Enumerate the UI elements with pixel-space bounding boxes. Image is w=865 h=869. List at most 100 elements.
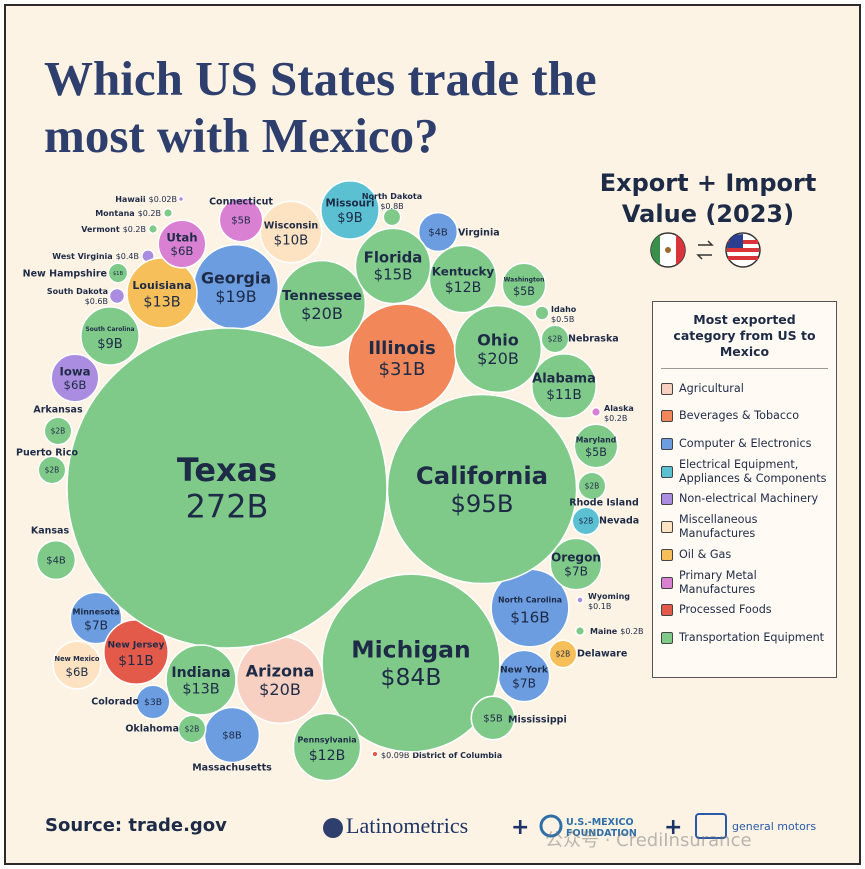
- logo: general motors: [732, 820, 817, 833]
- bubble-value: $19B: [215, 287, 256, 306]
- bubble: [470, 695, 516, 741]
- bubble-value: $7B: [84, 618, 108, 632]
- bubble: [162, 207, 174, 219]
- bubble-name: Iowa: [59, 365, 90, 379]
- bubble-value: $9B: [337, 211, 362, 226]
- bubble-label: Alaska $0.2B: [604, 404, 634, 423]
- bubble-name: California: [416, 461, 548, 490]
- bubble-value: $7B: [564, 564, 588, 578]
- bubble-value: $2B: [45, 466, 60, 475]
- bubble-name: Massachusetts: [192, 763, 272, 774]
- bubble-value: $0.6B: [85, 297, 108, 306]
- legend-label: Beverages & Tobacco: [679, 409, 800, 423]
- bubble-name: Delaware: [577, 649, 627, 660]
- bubble-value: $0.2B: [604, 414, 627, 423]
- bubble-value: $0.1B: [588, 602, 611, 611]
- bubble-label: North Dakota $0.8B: [362, 192, 422, 211]
- bubble-value: $0.2B: [138, 209, 161, 218]
- legend-item: Transportation Equipment: [661, 624, 828, 652]
- bubble-name: Connecticut: [209, 197, 273, 208]
- legend-swatch: [661, 576, 673, 589]
- bubble-name: Arizona: [246, 661, 315, 680]
- bubble-name: Ohio: [477, 330, 519, 349]
- bubble-value: $4B: [46, 556, 66, 567]
- bubble-value: $5B: [513, 285, 535, 298]
- legend-swatch: [661, 437, 673, 450]
- bubble-value: $6B: [64, 378, 87, 392]
- bubble-name: Puerto Rico: [16, 448, 78, 459]
- bubble: [177, 195, 185, 203]
- watermark: 公众号 · CrediInsurance: [545, 830, 752, 851]
- legend-item: Non-electrical Machinery: [661, 486, 828, 514]
- bubble-value: $15B: [374, 266, 413, 284]
- bubble-name: Alabama: [532, 372, 596, 387]
- logo: Latinometrics: [346, 813, 469, 838]
- legend-title: Most exported category from US to Mexico: [661, 312, 828, 369]
- bubble: [157, 219, 207, 269]
- bubble-value: $6B: [66, 665, 89, 679]
- bubble: [107, 262, 129, 284]
- bubble-value: $6B: [171, 244, 194, 258]
- bubble: [382, 207, 402, 227]
- bubble: [165, 644, 237, 716]
- bubble-name: North Dakota: [362, 192, 422, 201]
- bubble-name: Nebraska: [568, 334, 619, 345]
- bubble: [531, 353, 597, 419]
- bubble-value: $0.4B: [116, 252, 139, 261]
- bubble: [549, 537, 603, 591]
- bubble-value: $13B: [143, 294, 180, 310]
- bubble: [108, 287, 126, 305]
- legend-label: Processed Foods: [679, 603, 772, 617]
- bubble-name: Utah: [166, 231, 197, 245]
- legend-item: Oil & Gas: [661, 541, 828, 569]
- bubble: [571, 506, 601, 536]
- bubble: [321, 573, 501, 753]
- bubble-value: $0.5B: [551, 315, 574, 324]
- bubble: [534, 305, 550, 321]
- legend-swatch: [661, 382, 673, 395]
- bubble-name: South Carolina: [85, 327, 134, 333]
- bubble-name: Virginia: [458, 228, 500, 239]
- bubble-value: $4B: [428, 228, 448, 239]
- bubble: [577, 471, 607, 501]
- legend-swatch: [661, 410, 673, 423]
- bubble-name: Vermont: [81, 225, 120, 234]
- bubble-value: $20B: [259, 680, 301, 699]
- bubble-label: Montana $0.2B: [95, 209, 161, 218]
- bubble-name: South Dakota: [47, 287, 108, 296]
- bubble-value: $2B: [51, 427, 66, 436]
- bubble-name: Louisiana: [132, 279, 191, 292]
- bubble-name: Maryland: [576, 435, 616, 444]
- bubble-value: $16B: [510, 608, 549, 626]
- bubble-name: Arkansas: [33, 405, 83, 416]
- legend-label: Transportation Equipment: [679, 630, 825, 644]
- legend-item: Computer & Electronics: [661, 430, 828, 458]
- legend-swatch: [661, 548, 673, 561]
- bubble: [453, 304, 543, 394]
- legend-item: Processed Foods: [661, 597, 828, 625]
- bubble-value: $0.2B: [620, 627, 643, 636]
- footer-logos: [323, 813, 727, 839]
- bubble-label: Wyoming $0.1B: [588, 592, 630, 611]
- bubble: [135, 684, 171, 720]
- bubble-name: Montana: [95, 209, 134, 218]
- bubble-name: Oklahoma: [125, 724, 179, 735]
- bubble-name: New Jersey: [108, 641, 165, 651]
- bubble-name: Idaho: [551, 305, 577, 314]
- logo: U.S.-MEXICO FOUNDATION: [566, 817, 637, 839]
- bubble: [501, 262, 547, 308]
- bubble: [320, 180, 380, 240]
- bubble: [35, 539, 77, 581]
- bubble-value: $2B: [556, 650, 571, 659]
- bubble-value: $5B: [483, 714, 503, 725]
- bubble-name: Kansas: [31, 526, 70, 537]
- bubble-value: $95B: [450, 489, 513, 518]
- bubble: [371, 750, 379, 758]
- legend-item: Primary Metal Manufactures: [661, 569, 828, 597]
- bubble-name: New Mexico: [55, 655, 100, 663]
- legend-swatch: [661, 465, 673, 478]
- bubble-name: Washington: [504, 276, 545, 283]
- bubble-name: Hawaii: [115, 195, 146, 204]
- bubble: [43, 416, 73, 446]
- legend-label: Miscellaneous Manufactures: [679, 513, 758, 540]
